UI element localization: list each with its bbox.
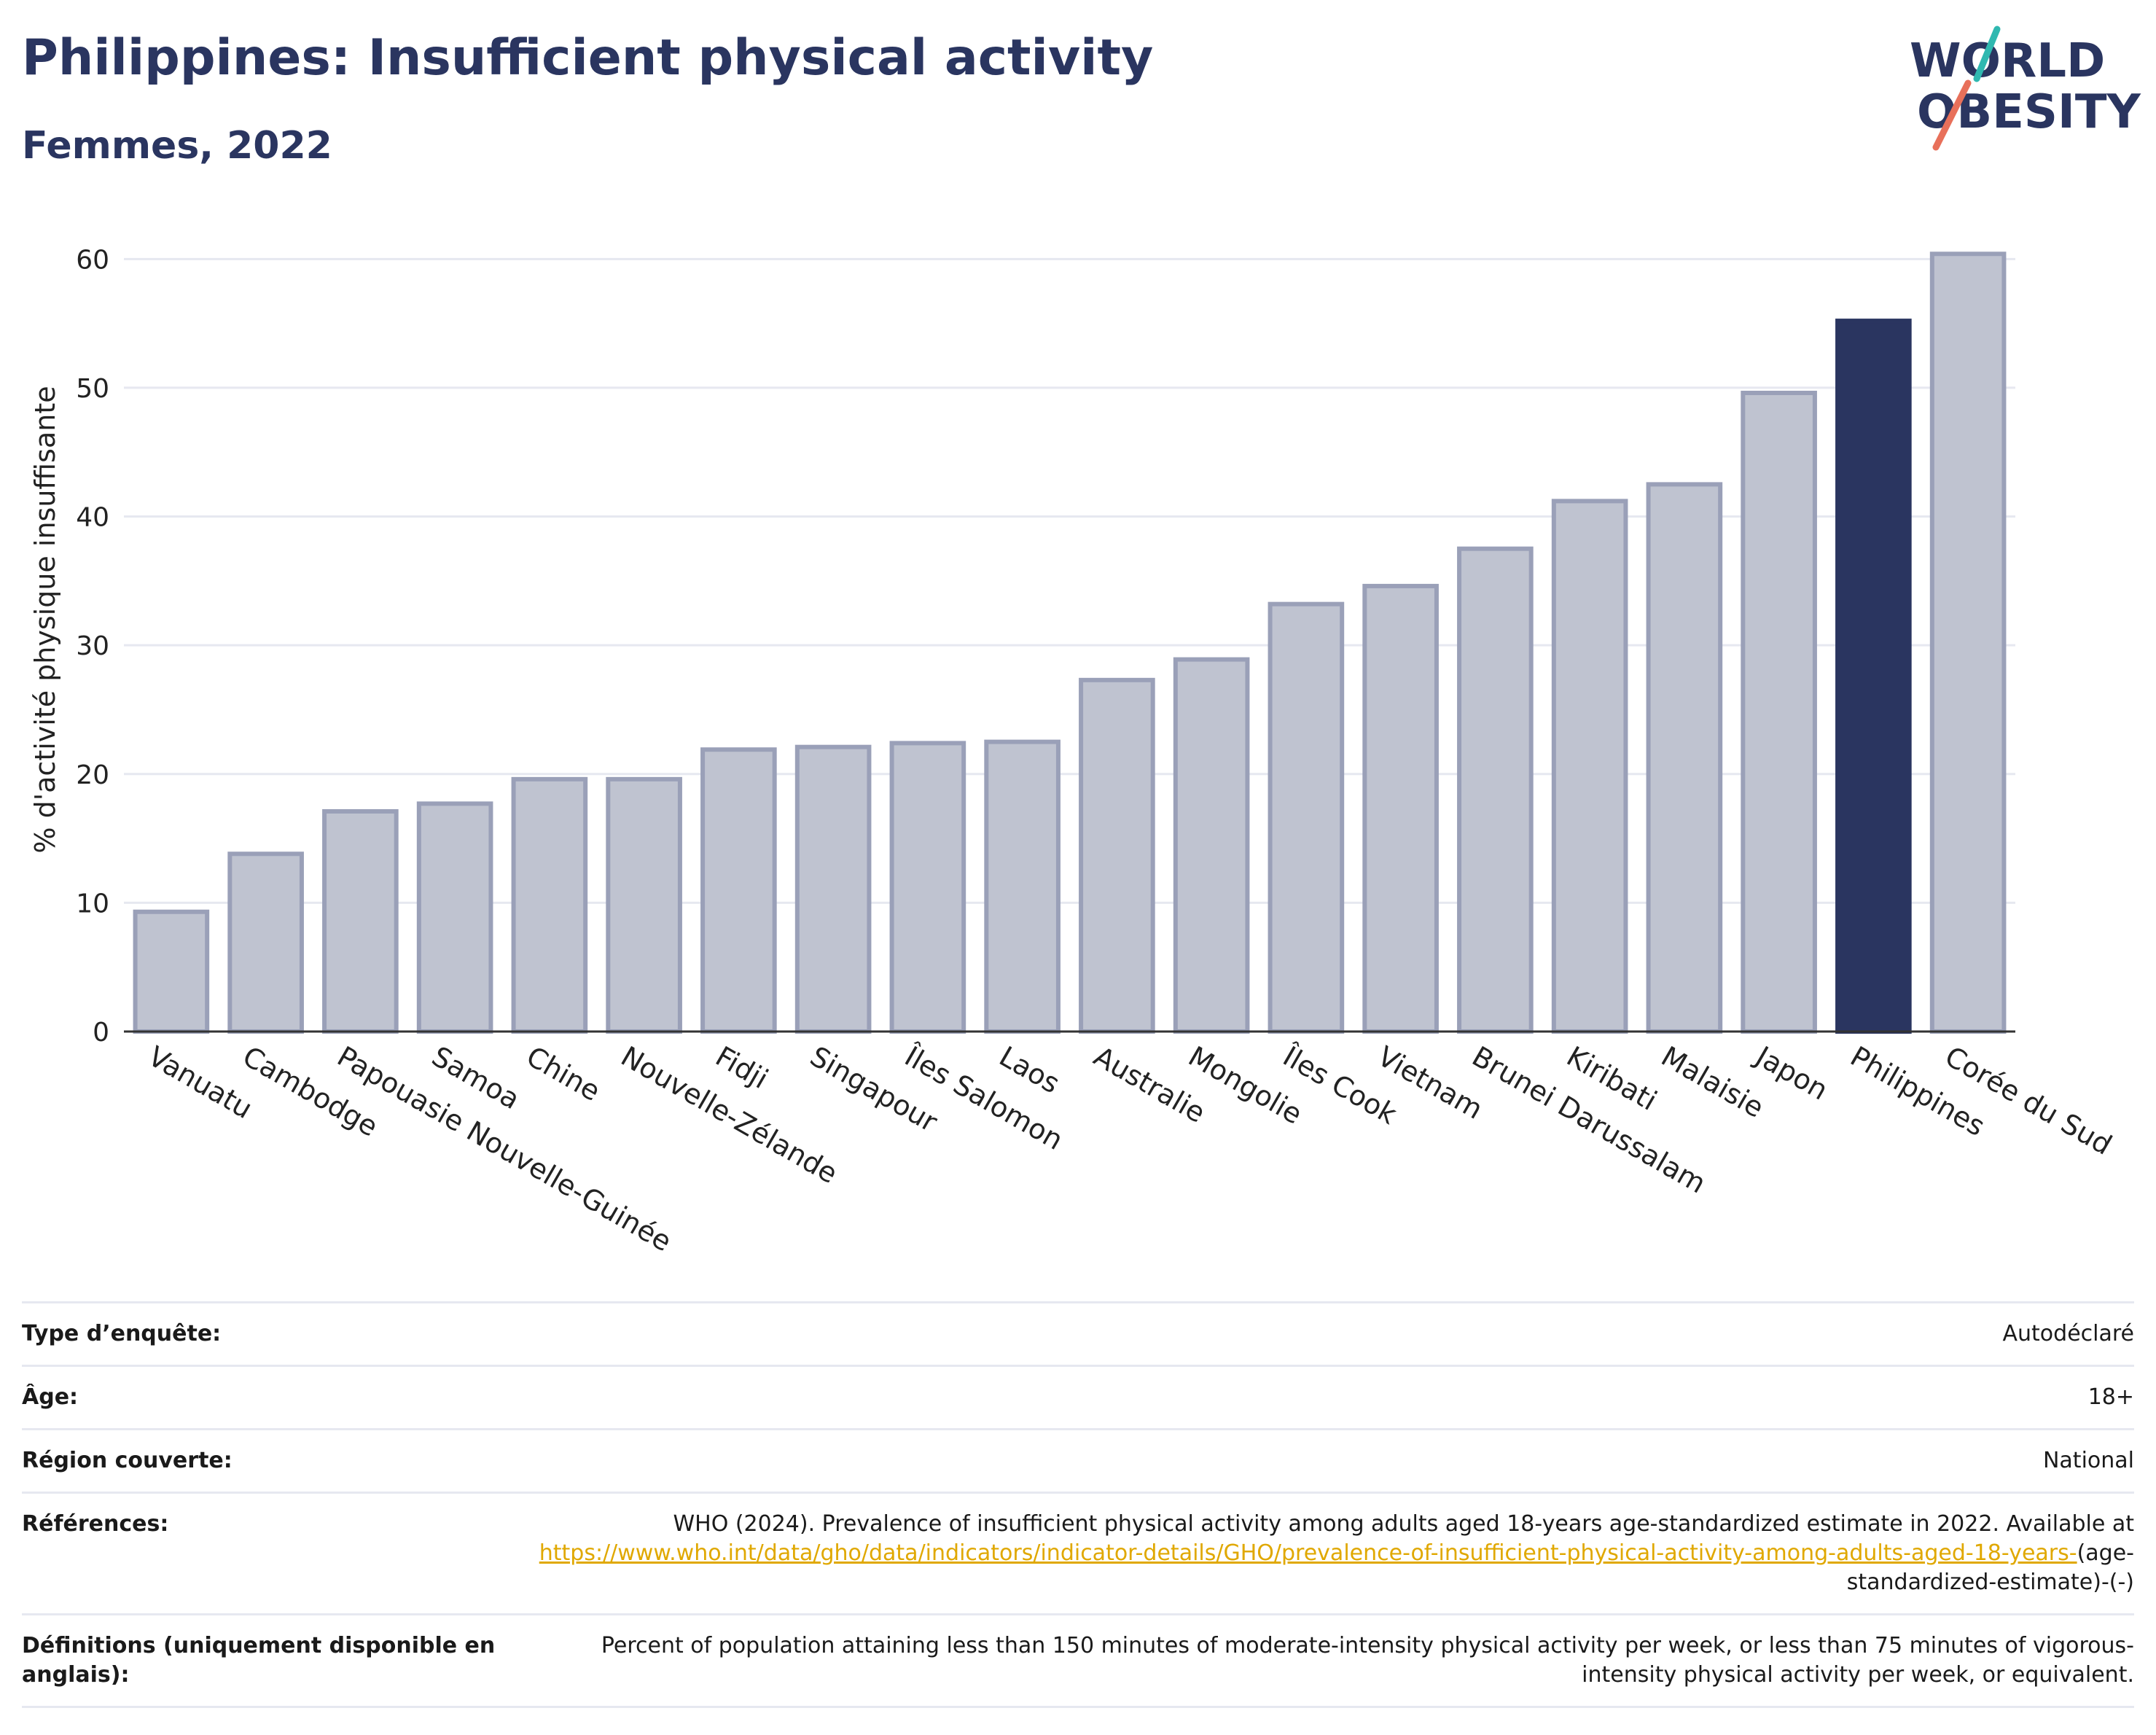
references-suffix: (age-standardized-estimate)-(-) — [1846, 1540, 2134, 1595]
definitions-label: Définitions (uniquement disponible en an… — [22, 1613, 525, 1708]
y-tick-label: 0 — [93, 1018, 109, 1048]
bar — [1835, 319, 1912, 1034]
y-tick-label: 20 — [76, 760, 109, 790]
references-link[interactable]: https://www.who.int/data/gho/data/indica… — [539, 1540, 2077, 1566]
x-tick-label: Malaisie — [1656, 1040, 1770, 1124]
age-row: Âge: 18+ — [22, 1365, 2134, 1430]
bar — [1551, 499, 1628, 1034]
bar — [1457, 546, 1534, 1034]
bars — [133, 252, 2007, 1034]
bar — [1929, 252, 2007, 1034]
x-tick-label: Chine — [521, 1040, 606, 1107]
x-tick-label: Vanuatu — [143, 1040, 258, 1125]
bar — [511, 776, 588, 1034]
bar — [133, 909, 210, 1034]
age-label: Âge: — [22, 1365, 525, 1430]
y-axis-label: % d'activité physique insuffisante — [29, 386, 61, 853]
bar — [1268, 601, 1345, 1034]
y-tick-label: 10 — [76, 889, 109, 919]
bar — [227, 851, 304, 1034]
world-obesity-logo: WORLD OBESITY — [1910, 26, 2141, 151]
references-label: Références: — [22, 1492, 525, 1615]
region-row: Région couverte: National — [22, 1428, 2134, 1494]
logo-teal-stroke — [1973, 26, 2001, 82]
gridlines — [124, 257, 2015, 904]
bar — [794, 744, 872, 1034]
bar — [700, 747, 777, 1034]
references-text: WHO (2024). Prevalence of insufficient p… — [673, 1511, 2134, 1537]
y-tick-label: 60 — [76, 245, 109, 275]
references-value: WHO (2024). Prevalence of insufficient p… — [525, 1492, 2134, 1615]
info-table: Type d’enquête: Autodéclaré Âge: 18+ Rég… — [22, 1301, 2134, 1708]
bar — [984, 739, 1061, 1034]
bar — [1646, 482, 1723, 1034]
bar — [1362, 583, 1439, 1034]
bar — [1079, 677, 1155, 1034]
definitions-row: Définitions (uniquement disponible en an… — [22, 1613, 2134, 1708]
chart-subtitle: Femmes, 2022 — [22, 124, 332, 168]
y-tick-label: 50 — [76, 374, 109, 404]
region-value: National — [525, 1428, 2134, 1494]
y-tick-label: 40 — [76, 503, 109, 533]
logo-coral-stroke — [1932, 79, 1972, 151]
bar — [1741, 391, 1817, 1034]
survey-type-value: Autodéclaré — [525, 1301, 2134, 1367]
age-value: 18+ — [525, 1365, 2134, 1430]
bar — [889, 741, 966, 1034]
definitions-value: Percent of population attaining less tha… — [525, 1613, 2134, 1708]
bar — [606, 776, 682, 1034]
survey-type-label: Type d’enquête: — [22, 1301, 525, 1367]
chart-title: Philippines: Insufficient physical activ… — [22, 29, 1154, 87]
survey-type-row: Type d’enquête: Autodéclaré — [22, 1301, 2134, 1367]
x-tick-label: Îles Salomon — [899, 1040, 1069, 1156]
bar — [1173, 657, 1250, 1034]
bar — [416, 801, 493, 1034]
logo-word-world: WORLD — [1910, 34, 2105, 88]
y-tick-label: 30 — [76, 631, 109, 661]
region-label: Région couverte: — [22, 1428, 525, 1494]
references-row: Références: WHO (2024). Prevalence of in… — [22, 1492, 2134, 1615]
x-tick-label: Fidji — [710, 1040, 773, 1096]
bar — [322, 808, 399, 1034]
